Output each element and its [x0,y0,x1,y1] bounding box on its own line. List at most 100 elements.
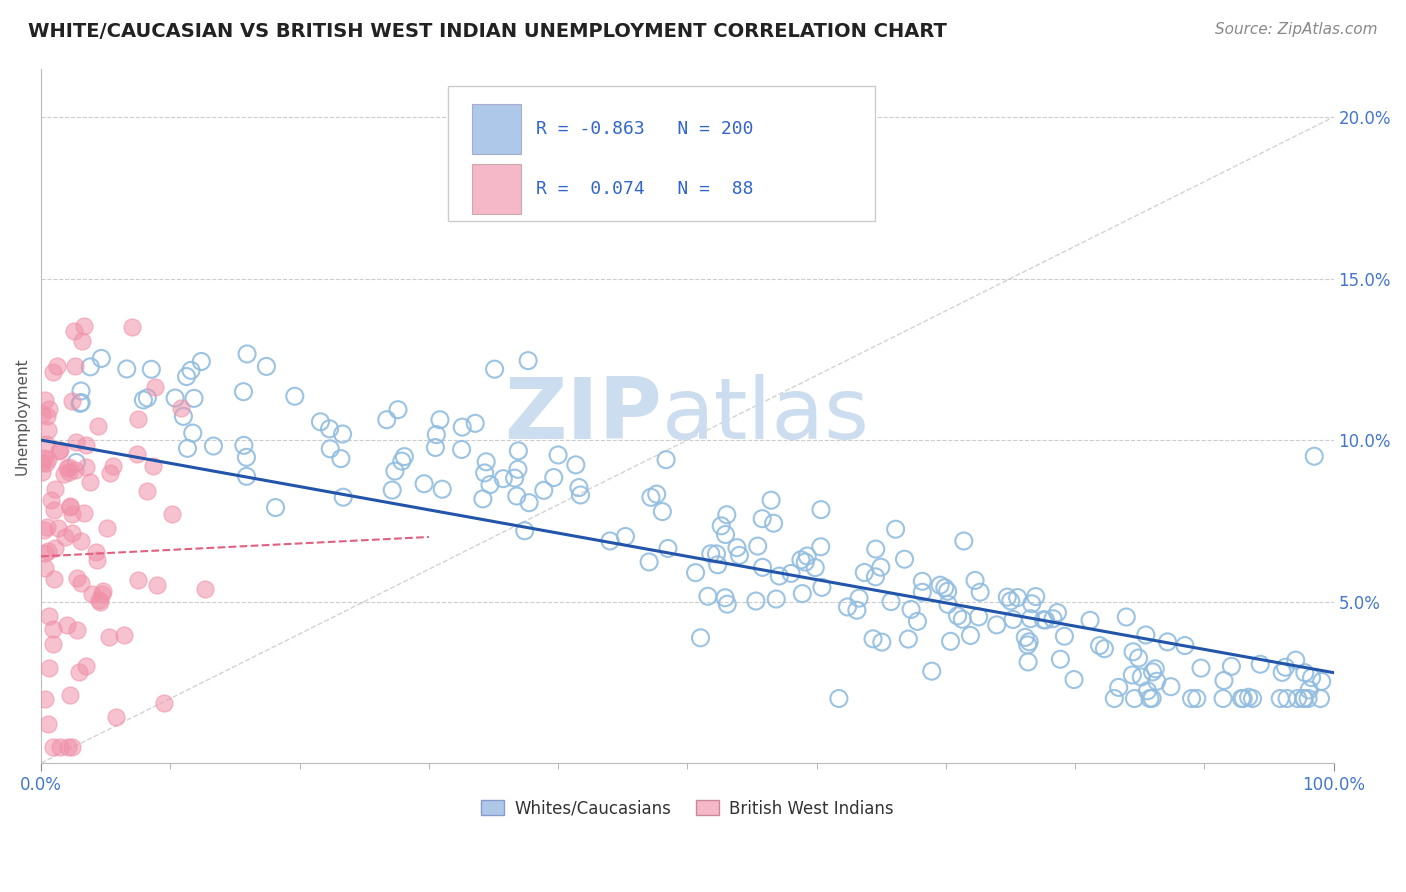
Point [1160,680,1182,694]
Point [34,691,56,706]
Point [236,347,259,361]
Point [614,529,637,543]
Point [42,637,65,651]
Point [893,552,915,566]
Point [1035,613,1057,627]
Point [1174,639,1197,653]
Point [52,467,75,481]
Point [911,585,934,599]
Point [450,442,472,457]
Point [513,524,536,538]
Point [796,549,818,563]
Point [547,448,569,462]
Point [543,470,565,484]
Point [963,574,986,588]
Point [451,420,474,434]
Point [127,412,149,426]
Point [31,408,53,422]
Point [986,618,1008,632]
Point [1271,665,1294,680]
Point [56,739,79,754]
Point [506,489,529,503]
Point [1019,612,1042,626]
Point [66,623,89,637]
Point [1296,691,1319,706]
Point [1063,673,1085,687]
Point [115,362,138,376]
Point [792,586,814,600]
Point [59,499,82,513]
Point [1121,668,1143,682]
Point [471,491,494,506]
Point [492,472,515,486]
Point [104,710,127,724]
Point [425,427,447,442]
Point [132,392,155,407]
Point [1140,691,1163,706]
Point [127,573,149,587]
Point [599,533,621,548]
Point [1122,645,1144,659]
Point [80,587,103,601]
Point [790,553,813,567]
Point [1142,665,1164,679]
Point [751,560,773,574]
Point [1078,613,1101,627]
Point [86,553,108,567]
Point [517,496,540,510]
Point [1274,660,1296,674]
Point [1294,691,1316,706]
Point [657,541,679,556]
Text: Source: ZipAtlas.com: Source: ZipAtlas.com [1215,22,1378,37]
Point [429,413,451,427]
Text: R =  0.074   N =  88: R = 0.074 N = 88 [536,179,754,198]
Point [58,465,80,479]
Point [37,402,59,417]
Point [35,409,58,423]
Point [75,459,97,474]
Point [332,427,354,442]
Point [391,454,413,468]
Point [569,488,592,502]
Point [967,610,990,624]
Point [35,456,58,470]
Point [810,540,832,554]
Text: ZIP: ZIP [503,375,662,458]
Point [959,628,981,642]
Point [869,560,891,574]
Point [44,541,66,556]
Point [394,450,416,464]
Point [1046,606,1069,620]
Point [845,603,868,617]
Point [136,391,159,405]
Point [1292,691,1315,706]
Point [837,599,859,614]
Point [759,493,782,508]
Point [1115,610,1137,624]
Point [1213,673,1236,688]
Point [41,492,63,507]
Point [91,587,114,601]
Point [34,561,56,575]
Point [710,519,733,533]
Y-axis label: Unemployment: Unemployment [15,357,30,475]
Point [638,555,661,569]
Point [235,450,257,465]
Point [1185,691,1208,706]
Point [63,324,86,338]
Point [1123,691,1146,706]
Point [1021,597,1043,611]
Point [60,394,83,409]
Point [329,451,352,466]
Point [55,618,77,632]
Point [176,442,198,456]
Point [46,521,69,535]
Point [176,369,198,384]
Point [32,524,55,538]
Point [565,458,588,472]
Point [309,415,332,429]
Point [1144,662,1167,676]
Point [1285,653,1308,667]
Point [929,578,952,592]
Point [34,546,56,560]
